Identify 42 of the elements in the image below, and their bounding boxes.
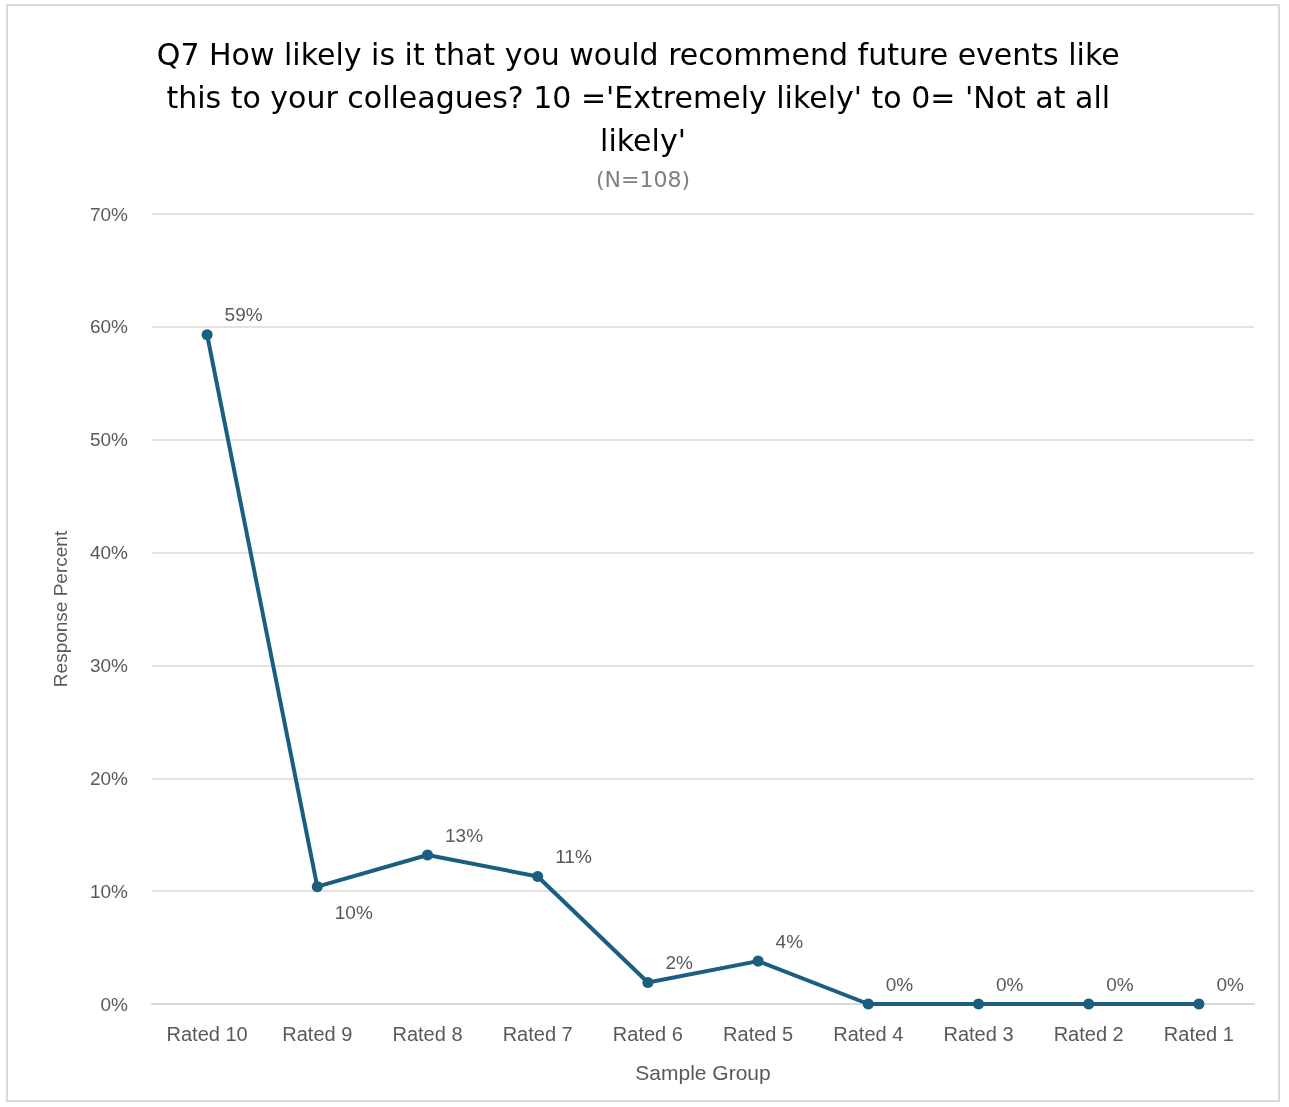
x-axis-title: Sample Group <box>635 1061 771 1084</box>
x-tick-label: Rated 9 <box>282 1023 353 1045</box>
point <box>752 955 764 967</box>
y-tick-label: 60% <box>89 316 129 338</box>
data-label: 59% <box>224 304 263 326</box>
x-tick-label: Rated 8 <box>392 1023 463 1045</box>
data-label: 2% <box>665 952 693 974</box>
y-tick-label: 70% <box>89 203 129 225</box>
chart-title: Q7 How likely is it that you would recommend future events like this to your colleagues? 10 ='Extremely likely' to 0= 'Not at all likely' <box>156 37 1130 158</box>
data-label: 0% <box>1216 973 1244 995</box>
y-tick-label: 50% <box>89 429 129 451</box>
point <box>642 977 654 989</box>
data-label: 0% <box>996 973 1024 995</box>
x-tick-label: Rated 2 <box>1053 1023 1124 1045</box>
y-tick-label: 0% <box>100 993 129 1015</box>
point <box>1193 998 1205 1010</box>
y-tick-label: 10% <box>89 880 129 902</box>
y-tick-label: 20% <box>89 767 129 789</box>
x-tick-label: Rated 4 <box>833 1023 904 1045</box>
point <box>1083 998 1095 1010</box>
data-label: 0% <box>1106 973 1134 995</box>
y-tick-label: 40% <box>89 542 129 564</box>
data-label: 0% <box>885 973 914 995</box>
point <box>973 998 984 1010</box>
data-label: 10% <box>334 902 373 924</box>
y-axis-title: Response Percent <box>50 530 71 688</box>
data-label: 11% <box>555 845 592 867</box>
data-label: 13% <box>445 824 484 846</box>
x-tick-label: Rated 7 <box>502 1023 573 1045</box>
x-tick-label: Rated 1 <box>1163 1023 1234 1045</box>
x-tick-label: Rated 3 <box>943 1023 1014 1045</box>
point <box>422 849 433 861</box>
point <box>862 998 874 1010</box>
point <box>201 329 213 341</box>
x-tick-label: Rated 5 <box>723 1023 794 1045</box>
point <box>532 870 544 882</box>
chart-subtitle: (N=108) <box>595 166 691 192</box>
y-tick-label: 30% <box>89 654 129 676</box>
x-tick-label: Rated 10 <box>166 1023 248 1045</box>
data-label: 4% <box>775 930 804 952</box>
point <box>311 881 323 893</box>
x-tick-label: Rated 6 <box>612 1023 683 1045</box>
